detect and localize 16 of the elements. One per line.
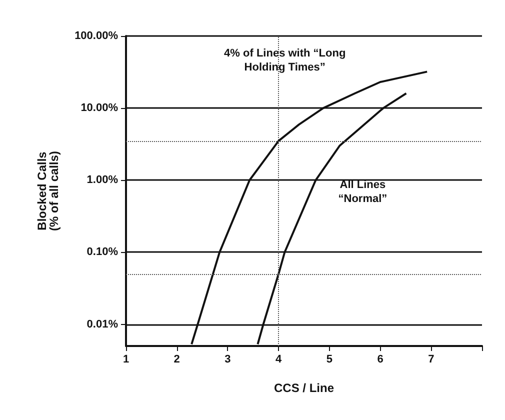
series-label: All Lines “Normal” — [338, 179, 388, 206]
text: 4% of Lines with “Long Holding Times” — [224, 47, 346, 74]
x-tick-label: 4 — [276, 354, 283, 366]
x-tick-label: 1 — [122, 354, 130, 366]
y-tick-label: 10.00% — [80, 102, 118, 114]
x-tick-label: 6 — [377, 354, 384, 366]
x-tick-label: 3 — [224, 354, 231, 366]
x-tick-label: 7 — [428, 354, 434, 366]
y-tick-label: 100.00% — [74, 30, 118, 42]
y-tick-label: 0.10% — [86, 246, 118, 258]
x-axis-title: CCS / Line — [274, 381, 334, 395]
y-tick-label: 1.00% — [86, 174, 118, 186]
x-tick-label: 5 — [326, 354, 332, 366]
x-tick-label: 2 — [174, 354, 180, 366]
y-axis-title: Blocked Calls (% of all calls) — [35, 150, 61, 232]
y-tick-label: 0.01% — [86, 318, 118, 330]
